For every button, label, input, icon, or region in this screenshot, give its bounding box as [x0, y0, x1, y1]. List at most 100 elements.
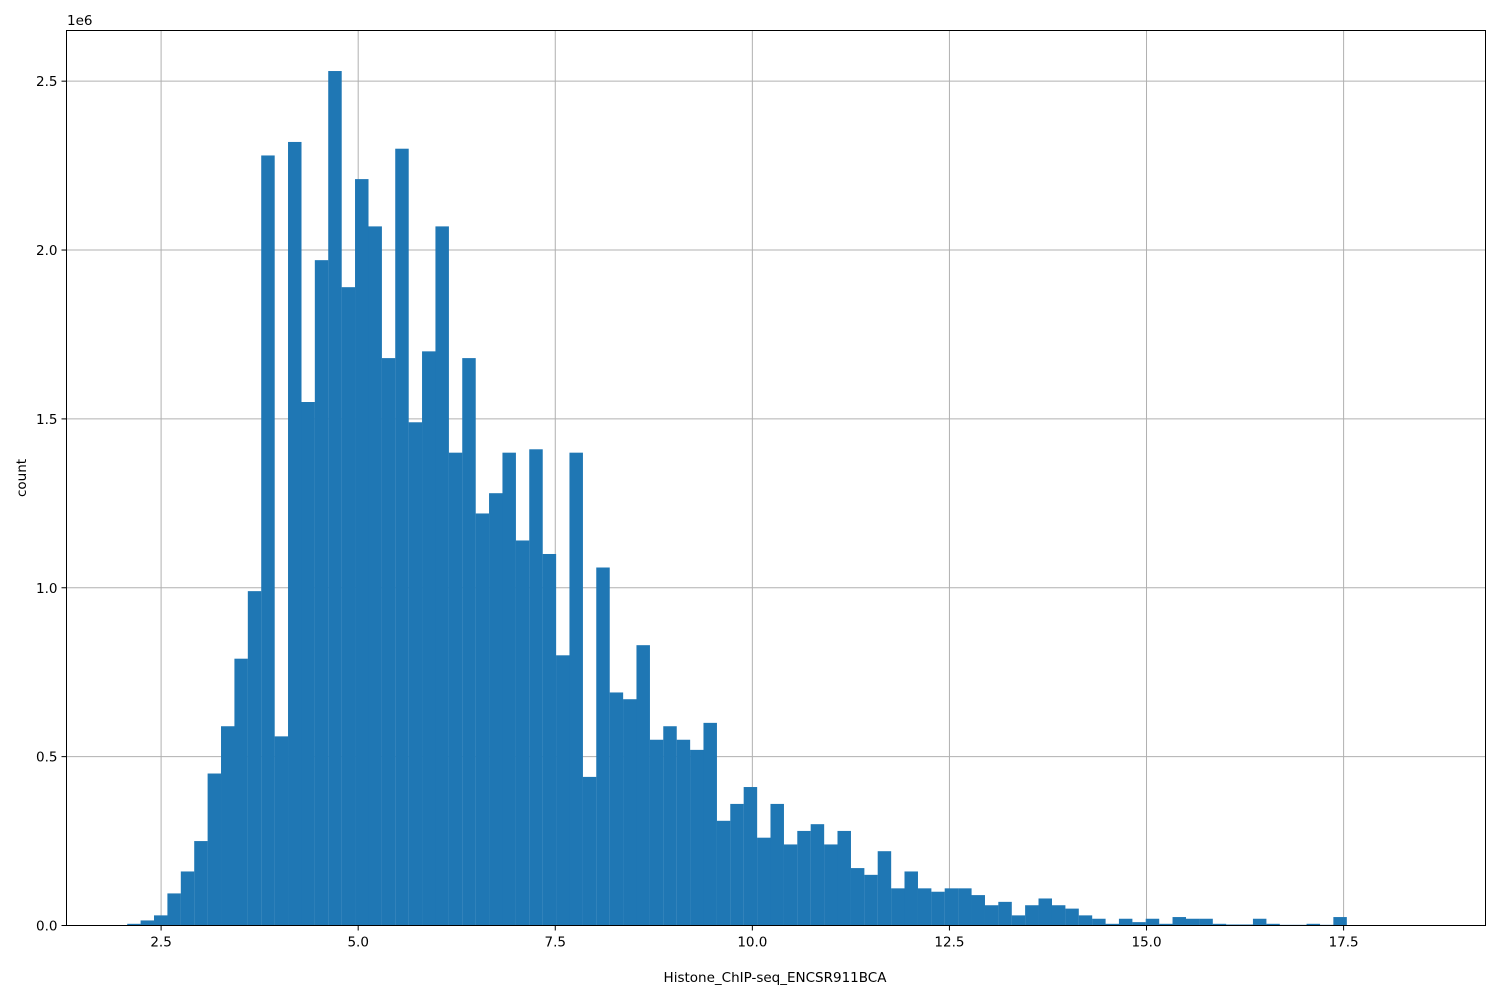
histogram-bar	[1011, 915, 1026, 926]
histogram-bar	[743, 787, 758, 926]
x-tick-label: 7.5	[545, 935, 566, 951]
y-tick-label: 2.0	[36, 243, 57, 259]
histogram-bar	[127, 923, 141, 926]
histogram-bar	[341, 287, 356, 926]
histogram-bar	[891, 888, 905, 926]
histogram-bar	[690, 749, 704, 926]
histogram-bar	[1252, 918, 1267, 926]
histogram-bar	[783, 844, 798, 926]
histogram-bar	[1118, 918, 1133, 926]
histogram-bar	[288, 141, 302, 926]
histogram-bar	[1105, 923, 1120, 926]
histogram-bar	[328, 71, 342, 926]
histogram-bar	[877, 851, 892, 926]
x-tick-label: 2.5	[150, 935, 171, 951]
histogram-bar	[636, 645, 650, 926]
histogram-bar	[1172, 917, 1187, 926]
x-tick-label: 12.5	[934, 935, 964, 951]
histogram-bar	[462, 358, 476, 926]
histogram-bar	[1212, 923, 1227, 926]
x-tick-label: 15.0	[1131, 935, 1161, 951]
histogram-bar	[837, 830, 851, 926]
histogram-bar	[1306, 923, 1321, 926]
histogram-bar	[180, 871, 195, 926]
histogram-bar	[314, 260, 329, 926]
x-axis-label: Histone_ChIP-seq_ENCSR911BCA	[664, 970, 888, 986]
histogram-bar	[569, 452, 583, 926]
histogram-bar	[247, 591, 262, 926]
histogram-bar	[757, 837, 771, 926]
histogram-bar	[676, 739, 691, 926]
histogram-bar	[649, 739, 664, 926]
y-tick-label: 0.0	[36, 919, 57, 935]
histogram-bar	[167, 893, 181, 926]
histogram-bar	[422, 351, 436, 926]
histogram-bar	[917, 888, 932, 926]
histogram-bar	[1038, 898, 1052, 926]
histogram-bar	[1333, 917, 1347, 926]
histogram-bar	[663, 726, 677, 926]
histogram-bar	[810, 824, 825, 926]
histogram-bar	[140, 920, 155, 926]
histogram-bar	[703, 722, 717, 926]
x-tick-label: 17.5	[1329, 935, 1359, 951]
histogram-bar	[730, 803, 744, 926]
ticks-layer: 2.5 5.0 7.5 10.0 12.5 15.0 17.5 0.0 0.5 1.0 1.5 2.0…	[36, 74, 1359, 950]
histogram-bar	[221, 726, 235, 926]
histogram-bar	[1145, 918, 1160, 926]
histogram-bar	[1159, 923, 1173, 926]
histogram-bar	[395, 148, 409, 926]
histogram-bar	[998, 901, 1012, 926]
histogram-bar	[582, 776, 597, 926]
histogram-bar	[207, 773, 222, 926]
histogram-bar	[1226, 924, 1240, 926]
histogram-bar	[904, 871, 918, 926]
histogram-bar	[958, 888, 972, 926]
histogram-bar	[556, 655, 570, 926]
histogram-bar	[529, 449, 543, 926]
histogram-bar	[381, 358, 396, 926]
histogram-bar	[1199, 918, 1213, 926]
histogram-bar	[1051, 905, 1066, 926]
histogram-bar	[448, 452, 463, 926]
histogram-bar	[984, 905, 999, 926]
histogram-bar	[475, 513, 490, 926]
histogram-bar	[194, 841, 208, 926]
histogram-bar	[797, 830, 811, 926]
y-tick-label: 2.5	[36, 74, 57, 90]
histogram-bar	[623, 699, 637, 926]
plot-frame	[66, 30, 1486, 926]
histogram-bar	[1065, 908, 1079, 926]
histogram-bar	[355, 179, 369, 926]
histogram-bar	[716, 820, 731, 926]
histogram-bar	[234, 658, 248, 926]
histogram-bar	[274, 736, 289, 926]
histogram-bar	[1132, 922, 1146, 926]
histogram-bar	[864, 874, 878, 926]
y-tick-label: 1.5	[36, 412, 57, 428]
histogram-bar	[824, 844, 838, 926]
histogram-bar	[1239, 924, 1254, 926]
histogram-bar	[1266, 923, 1280, 926]
bars-layer	[127, 71, 1347, 926]
histogram-bar	[1025, 905, 1039, 926]
y-tick-label: 0.5	[36, 750, 57, 766]
histogram-bar	[542, 553, 557, 926]
histogram-bar	[261, 155, 275, 926]
histogram-bar	[1092, 918, 1106, 926]
histogram-bar	[368, 226, 382, 926]
histogram-bar	[596, 567, 610, 926]
x-tick-label: 5.0	[347, 935, 368, 951]
y-tick-label: 1.0	[36, 581, 57, 597]
y-offset-label: 1e6	[67, 13, 92, 29]
histogram-bar	[435, 226, 449, 926]
histogram-bar	[931, 891, 945, 926]
histogram-bar	[609, 692, 624, 926]
histogram-bar	[770, 803, 784, 926]
histogram-bar	[971, 895, 985, 926]
x-tick-label: 10.0	[737, 935, 767, 951]
histogram-bar	[1185, 918, 1200, 926]
histogram-bar	[944, 888, 959, 926]
